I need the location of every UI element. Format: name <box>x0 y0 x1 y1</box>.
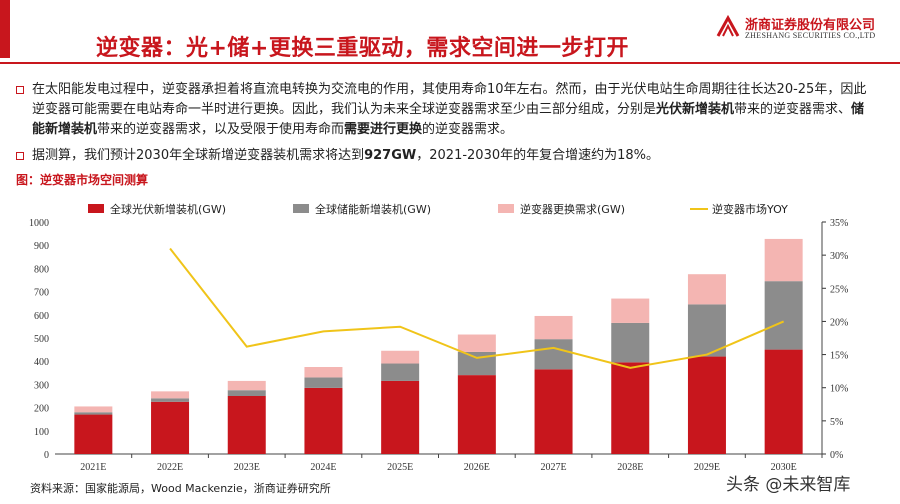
x-tick-label: 2022E <box>157 462 183 473</box>
bar-replacement <box>304 367 343 378</box>
bar-replacement <box>457 334 496 352</box>
y2-tick-label: 20% <box>830 317 848 328</box>
legend-swatch <box>293 204 309 213</box>
x-tick-label: 2025E <box>387 462 413 473</box>
legend-label: 逆变器市场YOY <box>712 202 788 216</box>
bar-pv <box>457 375 496 454</box>
company-logo-icon <box>716 14 740 37</box>
bar-storage <box>304 377 343 388</box>
y-tick-label: 700 <box>34 288 49 299</box>
bar-pv <box>611 362 650 454</box>
y-tick-label: 200 <box>34 404 49 415</box>
p1-text-g: 的逆变器需求。 <box>422 122 514 137</box>
y2-tick-label: 25% <box>830 284 848 295</box>
y2-tick-label: 5% <box>830 417 843 428</box>
bar-storage <box>457 351 496 376</box>
y-tick-label: 900 <box>34 241 49 252</box>
p1-text-e: 带来的逆变器需求，以及受限于使用寿命而 <box>97 122 345 137</box>
y-tick-label: 100 <box>34 427 49 438</box>
bar-replacement <box>687 274 726 305</box>
x-tick-label: 2029E <box>694 462 720 473</box>
legend-label: 逆变器更换需求(GW) <box>520 202 625 216</box>
y-tick-label: 600 <box>34 311 49 322</box>
watermark: 头条 @未来智库 <box>726 475 851 495</box>
bar-storage <box>151 398 190 402</box>
bar-replacement <box>764 238 803 282</box>
p1-bold-pv: 光伏新增装机 <box>656 102 735 117</box>
p1-bold-storage: 储能新增装机 <box>32 102 865 137</box>
bar-pv <box>74 414 113 454</box>
bar-pv <box>227 396 266 454</box>
bar-replacement <box>381 350 420 364</box>
y-tick-label: 400 <box>34 357 49 368</box>
header-accent-bar <box>0 0 10 58</box>
bar-pv <box>381 380 420 454</box>
p2-text-c: ，2021-2030年的年复合增速约为18%。 <box>416 148 660 163</box>
y2-tick-label: 35% <box>830 218 848 229</box>
y-tick-label: 800 <box>34 264 49 275</box>
x-tick-label: 2024E <box>310 462 336 473</box>
bullet-icon <box>16 152 24 160</box>
bar-pv <box>764 349 803 454</box>
source-note: 资料来源：国家能源局，Wood Mackenzie，浙商证券研究所 <box>30 482 331 495</box>
p1-bold-replace: 需要进行更换 <box>344 122 423 137</box>
bar-replacement <box>611 298 650 323</box>
company-name-cn: 浙商证券股份有限公司 <box>745 18 876 33</box>
company-name-en: ZHESHANG SECURITIES CO.,LTD <box>745 31 876 40</box>
legend-swatch <box>88 204 104 213</box>
bar-pv <box>534 369 573 454</box>
bar-replacement <box>534 315 573 340</box>
bar-storage <box>611 322 650 363</box>
y2-tick-label: 30% <box>830 251 848 262</box>
x-tick-label: 2026E <box>464 462 490 473</box>
bar-replacement <box>151 391 190 399</box>
yoy-line <box>169 247 785 369</box>
bar-pv <box>151 401 190 454</box>
page-title: 逆变器：光+储+更换三重驱动，需求空间进一步打开 <box>96 36 629 61</box>
p2-text-a: 据测算，我们预计2030年全球新增逆变器装机需求将达到 <box>32 148 365 163</box>
p1-text-c: 带来的逆变器需求、 <box>734 102 852 117</box>
bullet-icon <box>16 86 24 94</box>
bar-storage <box>381 363 420 381</box>
legend-label: 全球光伏新增装机(GW) <box>110 202 226 216</box>
y-tick-label: 1000 <box>29 218 49 229</box>
y-tick-label: 300 <box>34 380 49 391</box>
y-tick-label: 0 <box>44 450 49 461</box>
paragraph-1: 在太阳能发电过程中，逆变器承担着将直流电转换为交流电的作用，其使用寿命10年左右… <box>32 80 877 140</box>
x-tick-label: 2023E <box>234 462 260 473</box>
y2-tick-label: 15% <box>830 351 848 362</box>
x-tick-label: 2021E <box>80 462 106 473</box>
inverter-market-chart: 0 100 200 300 400 500 600 700 800 900 1000 0% 5% 10% 1… <box>29 202 848 473</box>
figure-label: 图：逆变器市场空间测算 <box>16 173 149 187</box>
bar-replacement <box>227 380 266 391</box>
x-tick-label: 2027E <box>540 462 566 473</box>
bar-storage <box>534 339 573 370</box>
y-tick-label: 500 <box>34 334 49 345</box>
y2-tick-label: 0% <box>830 450 843 461</box>
bar-pv <box>304 387 343 454</box>
bar-storage <box>764 281 803 350</box>
x-tick-label: 2030E <box>771 462 797 473</box>
bar-storage <box>227 390 266 396</box>
bar-replacement <box>74 406 113 413</box>
bar-pv <box>687 356 726 454</box>
y2-tick-label: 10% <box>830 384 848 395</box>
paragraph-2: 据测算，我们预计2030年全球新增逆变器装机需求将达到927GW，2021-20… <box>32 146 877 166</box>
bar-storage <box>687 304 726 357</box>
x-tick-label: 2028E <box>617 462 643 473</box>
p2-bold-927gw: 927GW <box>364 148 417 163</box>
legend-swatch <box>498 204 514 213</box>
p1-text-a: 在太阳能发电过程中，逆变器承担着将直流电转换为交流电的作用，其使用寿命10年左右… <box>32 82 867 117</box>
legend-label: 全球储能新增装机(GW) <box>315 202 431 216</box>
bar-storage <box>74 412 113 415</box>
header-divider <box>0 62 900 64</box>
